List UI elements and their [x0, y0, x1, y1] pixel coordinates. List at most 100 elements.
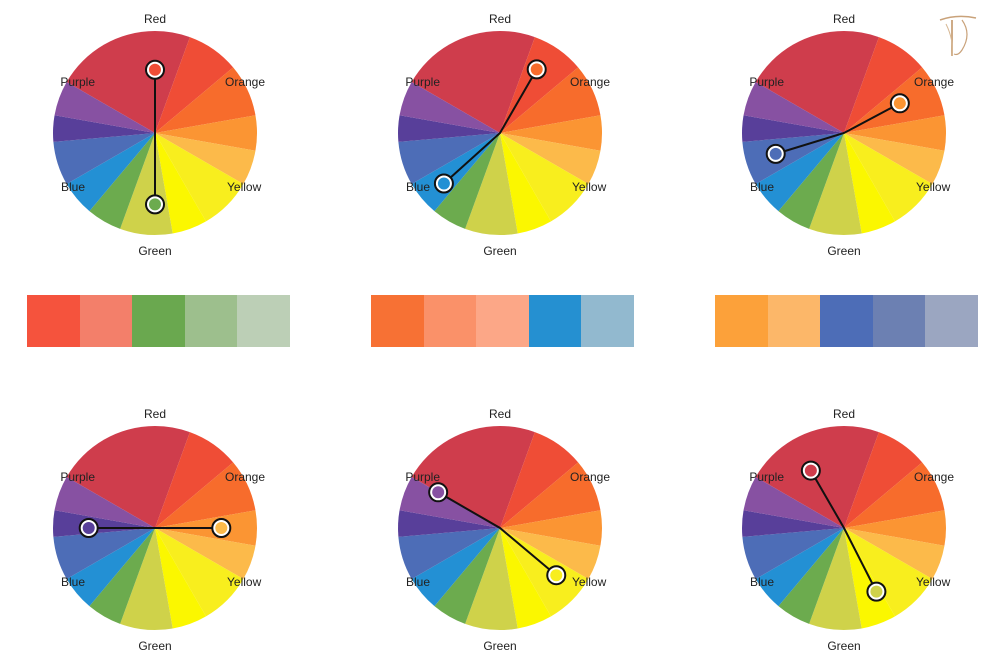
wheel-segment	[155, 528, 206, 629]
marker-dot	[215, 522, 228, 534]
wheel-segment	[398, 510, 500, 537]
palette-1	[27, 295, 290, 347]
label-yellow: Yellow	[916, 575, 951, 589]
color-wheel-red-green: Red Orange Yellow Green Blue Purple	[5, 8, 305, 263]
palette-swatch	[184, 295, 238, 347]
wheel-segment	[500, 133, 551, 234]
wheel-segment	[500, 31, 535, 133]
label-green: Green	[483, 244, 517, 258]
wheel-segment	[844, 115, 946, 151]
palette-swatch	[925, 295, 978, 347]
wheel-segment	[755, 528, 844, 607]
palette-swatch	[528, 295, 582, 347]
label-yellow: Yellow	[227, 180, 262, 194]
wheel-segment	[844, 426, 879, 528]
wheel-segment	[778, 133, 844, 229]
wheel-segment	[809, 528, 862, 630]
label-purple: Purple	[60, 75, 95, 89]
label-orange: Orange	[914, 75, 955, 89]
color-wheel-graphic	[742, 426, 946, 630]
wheel-segment	[53, 528, 156, 579]
wheel-segment	[66, 133, 155, 212]
wheel-segment	[500, 37, 579, 133]
label-yellow: Yellow	[572, 575, 607, 589]
wheel-segment	[844, 31, 879, 133]
wheel-segment	[155, 133, 206, 234]
wheel-segment	[53, 115, 155, 142]
label-blue: Blue	[60, 575, 85, 589]
wheel-segment	[500, 67, 601, 133]
palette-swatch	[371, 295, 424, 347]
wheel-segment	[844, 133, 895, 234]
wheel-segment	[399, 82, 500, 133]
wheel-segment	[844, 432, 923, 528]
color-wheel-purple-orange-yellow: Red Orange Yellow Green Blue Purple	[5, 403, 305, 658]
marker-dot	[432, 486, 445, 499]
color-wheel-graphic	[53, 426, 257, 630]
label-green: Green	[138, 244, 172, 258]
label-purple: Purple	[749, 75, 784, 89]
color-wheel-orange-yellow-blue: Red Orange Yellow Green Blue Purple	[694, 8, 994, 263]
marker-dot	[149, 198, 161, 211]
wheel-segment	[844, 37, 923, 133]
label-blue: Blue	[749, 575, 774, 589]
wheel-segment	[398, 115, 500, 142]
wheel-segment	[500, 115, 602, 151]
label-blue: Blue	[749, 180, 774, 194]
wheel-segment	[155, 133, 244, 222]
wheel-segment	[411, 31, 500, 133]
wheel-segment	[742, 133, 844, 184]
wheel-segment	[500, 528, 551, 629]
marker-dot	[870, 585, 883, 598]
wheel-segment	[155, 426, 190, 528]
label-green: Green	[827, 639, 861, 653]
brand-logo-icon	[939, 15, 977, 57]
wheel-segment	[500, 462, 601, 528]
wheel-segment	[742, 510, 844, 537]
wheel-segment	[155, 67, 256, 133]
wheel-segment	[742, 528, 844, 579]
connector-line	[437, 491, 557, 576]
label-blue: Blue	[405, 575, 430, 589]
label-purple: Purple	[749, 470, 784, 484]
wheel-segment	[743, 82, 844, 133]
wheel-segment	[155, 133, 256, 184]
label-orange: Orange	[914, 470, 955, 484]
label-yellow: Yellow	[916, 180, 951, 194]
wheel-segment	[844, 133, 945, 184]
wheel-segment	[155, 432, 234, 528]
wheel-segment	[398, 133, 500, 184]
marker-dot	[550, 569, 563, 582]
label-green: Green	[138, 639, 172, 653]
wheel-segment	[54, 477, 156, 528]
palette-swatch	[476, 295, 529, 347]
wheel-segment	[500, 432, 579, 528]
wheel-segment	[500, 528, 601, 579]
wheel-segment	[120, 528, 173, 630]
connector-line	[443, 68, 538, 185]
marker-dot	[437, 177, 450, 190]
wheel-segment	[809, 133, 862, 235]
wheel-segment	[434, 133, 500, 229]
palette-swatch	[132, 295, 185, 347]
palette-3	[715, 295, 978, 347]
marker-dot	[82, 522, 95, 534]
wheel-segment	[155, 528, 256, 579]
wheel-segment	[54, 82, 156, 133]
label-blue: Blue	[405, 180, 430, 194]
wheel-segment	[66, 528, 155, 607]
palette-2	[371, 295, 634, 347]
color-wheel-graphic	[53, 31, 257, 235]
marker-dot	[769, 147, 782, 160]
color-wheel-graphic	[742, 31, 946, 235]
label-orange: Orange	[570, 75, 611, 89]
label-yellow: Yellow	[227, 575, 262, 589]
wheel-segment	[500, 528, 589, 617]
palette-swatch	[27, 295, 80, 347]
wheel-segment	[778, 528, 844, 624]
wheel-segment	[155, 462, 256, 528]
wheel-segment	[844, 528, 945, 579]
palette-swatch	[423, 295, 477, 347]
wheel-segment	[743, 477, 844, 528]
palette-swatch	[581, 295, 634, 347]
